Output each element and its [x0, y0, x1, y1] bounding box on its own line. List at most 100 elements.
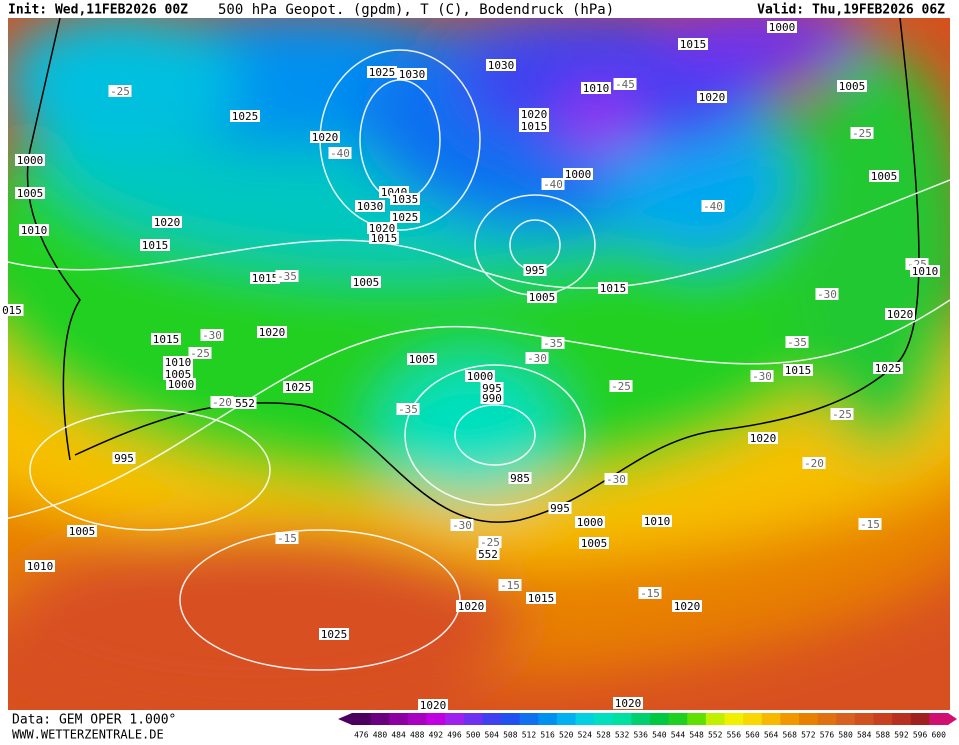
isoline-label: 1000: [769, 21, 796, 34]
isoline-label: -20: [804, 457, 824, 470]
label-box: [283, 381, 313, 393]
colorbar-label: 600: [931, 731, 946, 740]
colorbar-arrow-right: [948, 713, 957, 725]
colorbar-cell: [743, 713, 763, 725]
isoline-label: 1020: [259, 326, 286, 339]
isoline-label: 1025: [875, 362, 902, 375]
isoline-label: 1020: [420, 699, 447, 712]
colorbar-cell: [482, 713, 502, 725]
map-title: 500 hPa Geopot. (gpdm), T (C), Bodendruc…: [218, 2, 614, 18]
isoline-label: -25: [852, 127, 872, 140]
isoline-label: 1005: [353, 276, 380, 289]
colorbar-cell: [501, 713, 521, 725]
isoline-label: 1020: [521, 108, 548, 121]
isoline-label: -15: [277, 532, 297, 545]
isoline-label: 1030: [399, 68, 426, 81]
isoline-label: 1020: [154, 216, 181, 229]
colorbar-cell: [538, 713, 558, 725]
isoline-label: -30: [817, 288, 837, 301]
label-box: [465, 370, 495, 382]
colorbar-label: 520: [559, 731, 574, 740]
isoline-label: 1010: [165, 356, 192, 369]
colorbar-cell: [631, 713, 651, 725]
label-box: [830, 408, 854, 420]
label-box: [151, 333, 181, 345]
isoline-label: 1020: [312, 131, 339, 144]
label-box: [0, 304, 24, 316]
colorbar-cell: [370, 713, 390, 725]
isoline-label: 1020: [369, 222, 396, 235]
colorbar-label: 572: [801, 731, 816, 740]
isoline-label: -25: [190, 347, 210, 360]
label-box: [407, 353, 437, 365]
isoline-label: 015: [2, 304, 22, 317]
isoline-label: 1025: [321, 628, 348, 641]
isoline-label: -15: [640, 587, 660, 600]
isoline-label: 552: [478, 548, 498, 561]
colorbar-cell: [705, 713, 725, 725]
label-box: [575, 516, 605, 528]
isoline-label: 1030: [357, 200, 384, 213]
isoline-label: 1000: [17, 154, 44, 167]
isoline-label: 1020: [674, 600, 701, 613]
isoline-label: 995: [114, 452, 134, 465]
isoline-label: 1005: [69, 525, 96, 538]
isoline-label: 1015: [785, 364, 812, 377]
isoline-label: 1020: [750, 432, 777, 445]
colorbar-cell: [836, 713, 856, 725]
label-box: [275, 270, 299, 282]
label-box: [638, 587, 662, 599]
label-box: [210, 396, 234, 408]
label-box: [480, 382, 504, 394]
init-label: Init: Wed,11FEB2026 00Z: [8, 3, 188, 18]
label-box: [418, 699, 448, 711]
label-box: [609, 380, 633, 392]
colorbar-cell: [650, 713, 670, 725]
label-box: [250, 272, 280, 284]
label-box: [456, 600, 486, 612]
isoline-label: -30: [202, 329, 222, 342]
colorbar-label: 588: [876, 731, 891, 740]
label-box: [486, 59, 516, 71]
label-box: [200, 329, 224, 341]
label-box: [351, 276, 381, 288]
label-box: [163, 368, 193, 380]
isoline-label: -35: [398, 403, 418, 416]
label-box: [328, 147, 352, 159]
isoline-label: -25: [110, 85, 130, 98]
label-box: [563, 168, 593, 180]
isoline-label: 1020: [615, 697, 642, 710]
colorbar-cell: [407, 713, 427, 725]
colorbar-label: 508: [503, 731, 518, 740]
isoline-label: 1020: [699, 91, 726, 104]
isoline-label: 1010: [21, 224, 48, 237]
label-box: [783, 364, 813, 376]
colorbar-label: 596: [913, 731, 928, 740]
colorbar-label: 560: [745, 731, 760, 740]
isoline-label: -30: [752, 370, 772, 383]
label-box: [910, 265, 940, 277]
label-box: [310, 131, 340, 143]
isoline-label: 1000: [168, 378, 195, 391]
colorbar-cell: [575, 713, 595, 725]
colorbar-arrow-left: [338, 713, 352, 725]
label-box: [837, 80, 867, 92]
colorbar-label: 536: [633, 731, 648, 740]
isoline-label: -25: [832, 408, 852, 421]
isoline-label: 1015: [528, 592, 555, 605]
isoline-label: -30: [606, 473, 626, 486]
colorbar-label: 532: [615, 731, 630, 740]
site-url: WWW.WETTERZENTRALE.DE: [12, 728, 164, 742]
label-box: [476, 548, 500, 560]
label-box: [598, 282, 628, 294]
colorbar-cell: [873, 713, 893, 725]
label-box: [19, 224, 49, 236]
label-box: [152, 216, 182, 228]
isoline-label: 1000: [467, 370, 494, 383]
isoline-label: -35: [787, 336, 807, 349]
label-box: [541, 337, 565, 349]
label-box: [519, 120, 549, 132]
isoline-label: 995: [525, 264, 545, 277]
label-box: [767, 21, 797, 33]
